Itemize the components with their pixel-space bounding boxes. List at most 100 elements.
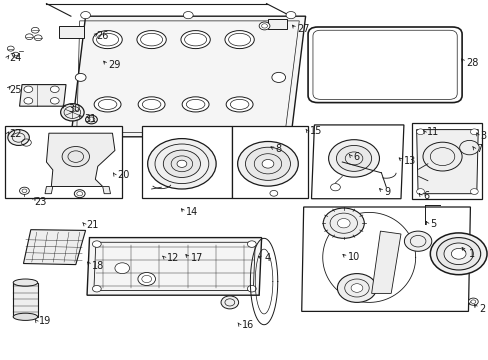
Circle shape (50, 98, 59, 104)
Text: 4: 4 (264, 253, 271, 263)
Ellipse shape (13, 279, 38, 286)
Ellipse shape (225, 97, 253, 112)
Circle shape (81, 12, 90, 19)
Text: 11: 11 (426, 127, 438, 138)
Bar (5, 126, 122, 198)
Circle shape (285, 12, 295, 19)
Circle shape (85, 115, 97, 124)
Text: 1: 1 (468, 249, 475, 259)
Circle shape (24, 86, 33, 93)
Ellipse shape (182, 97, 209, 112)
Circle shape (62, 147, 89, 167)
Circle shape (269, 190, 277, 196)
Text: 26: 26 (96, 31, 108, 41)
Polygon shape (301, 207, 469, 311)
Circle shape (74, 190, 85, 198)
Circle shape (416, 189, 424, 194)
Text: 20: 20 (117, 170, 129, 180)
Polygon shape (416, 130, 477, 194)
Text: 30: 30 (68, 104, 80, 114)
Text: 13: 13 (404, 156, 416, 166)
Text: 14: 14 (186, 207, 198, 217)
Circle shape (416, 129, 424, 135)
Polygon shape (87, 238, 261, 295)
Text: 23: 23 (35, 197, 47, 207)
Text: 6: 6 (352, 152, 359, 162)
Text: 16: 16 (241, 320, 253, 330)
Circle shape (469, 129, 477, 135)
Circle shape (12, 52, 19, 57)
Text: 21: 21 (86, 220, 99, 230)
Circle shape (330, 184, 340, 191)
Circle shape (92, 241, 101, 247)
Circle shape (7, 46, 14, 51)
Ellipse shape (93, 31, 122, 49)
Circle shape (163, 150, 200, 177)
Ellipse shape (137, 31, 166, 49)
Circle shape (350, 284, 362, 292)
Polygon shape (45, 186, 53, 194)
Text: 7: 7 (475, 144, 482, 154)
Text: 2: 2 (478, 303, 485, 314)
Text: 18: 18 (92, 261, 104, 271)
Text: 8: 8 (275, 144, 282, 154)
Circle shape (34, 35, 42, 41)
Circle shape (183, 12, 193, 19)
Circle shape (436, 238, 480, 270)
Circle shape (25, 34, 33, 40)
Bar (411, 123, 481, 199)
Circle shape (245, 147, 290, 180)
Bar (142, 126, 232, 198)
Ellipse shape (224, 31, 254, 49)
Polygon shape (46, 133, 115, 186)
Ellipse shape (271, 72, 285, 82)
Circle shape (221, 296, 238, 309)
Bar (59, 26, 84, 38)
Circle shape (138, 273, 155, 285)
Circle shape (50, 86, 59, 93)
Text: 29: 29 (108, 60, 121, 70)
Text: 25: 25 (9, 85, 22, 95)
Text: 28: 28 (466, 58, 478, 68)
Ellipse shape (138, 97, 164, 112)
Circle shape (92, 285, 101, 292)
Bar (13, 283, 38, 317)
Text: 22: 22 (9, 129, 22, 139)
Polygon shape (71, 16, 305, 137)
Bar (232, 126, 307, 198)
Circle shape (31, 27, 39, 33)
Circle shape (247, 285, 256, 292)
Ellipse shape (13, 313, 38, 320)
Circle shape (24, 98, 33, 104)
Circle shape (443, 243, 472, 265)
Circle shape (450, 248, 465, 259)
Circle shape (247, 241, 256, 247)
Circle shape (459, 140, 478, 155)
Text: 15: 15 (309, 126, 321, 136)
Polygon shape (20, 85, 66, 106)
Text: 24: 24 (9, 53, 21, 63)
Circle shape (323, 208, 364, 238)
Circle shape (237, 141, 298, 186)
Circle shape (115, 263, 129, 274)
FancyBboxPatch shape (307, 27, 461, 103)
Text: 12: 12 (166, 253, 179, 263)
Circle shape (259, 22, 269, 30)
Text: 9: 9 (384, 186, 390, 197)
Polygon shape (371, 231, 400, 293)
Circle shape (404, 231, 431, 251)
Circle shape (8, 130, 29, 145)
Circle shape (61, 104, 84, 121)
Polygon shape (311, 125, 403, 199)
Circle shape (469, 189, 477, 194)
Polygon shape (102, 186, 110, 194)
Text: 17: 17 (190, 253, 203, 263)
Text: 6: 6 (422, 191, 428, 201)
Circle shape (337, 219, 349, 228)
Polygon shape (23, 230, 85, 265)
Ellipse shape (181, 31, 210, 49)
Text: 10: 10 (347, 252, 360, 262)
Circle shape (422, 142, 461, 171)
Circle shape (328, 140, 379, 177)
Circle shape (468, 298, 477, 305)
